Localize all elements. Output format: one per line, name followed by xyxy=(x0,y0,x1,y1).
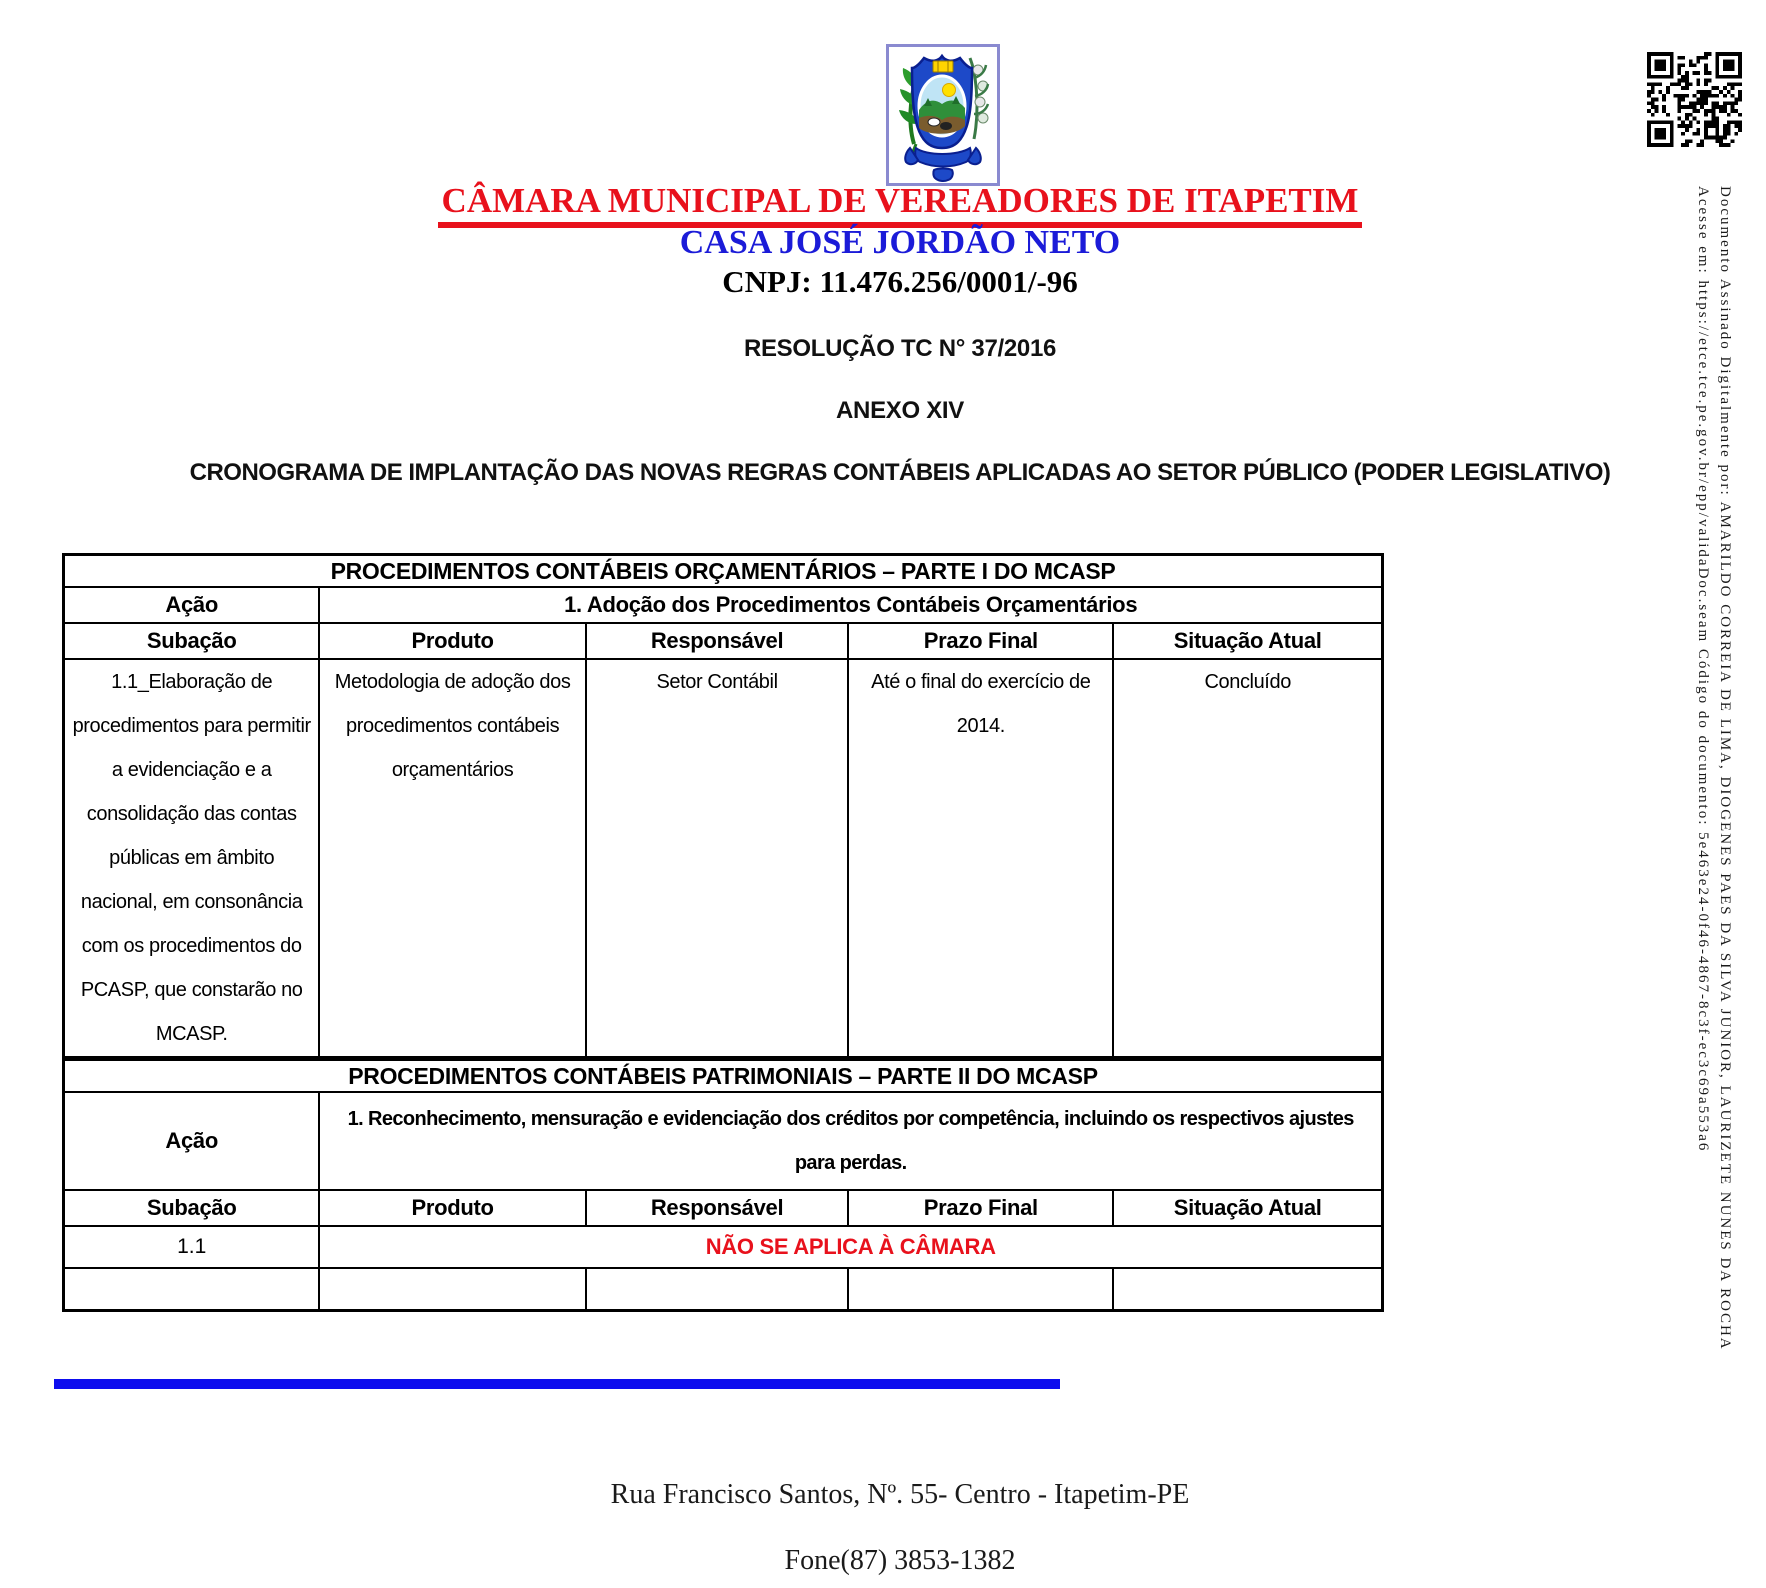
acao-label-cell: Ação xyxy=(62,586,321,624)
cell-situacao-atual: Concluído xyxy=(1112,658,1384,1059)
col-header-responsavel: Responsável xyxy=(584,622,850,660)
cell-subacao: 1.1_Elaboração de procedimentos para per… xyxy=(62,658,321,1059)
table-row: Ação 1. Reconhecimento, mensuração e evi… xyxy=(62,1091,1384,1191)
footer-phone: Fone(87) 3853-1382 xyxy=(784,1545,1016,1576)
table-row: Ação 1. Adoção dos Procedimentos Contábe… xyxy=(62,586,1384,624)
cell-prazo-final: Até o final do exercício de 2014. xyxy=(847,658,1115,1059)
table-row: PROCEDIMENTOS CONTÁBEIS PATRIMONIAIS – P… xyxy=(62,1058,1384,1093)
footer-address: Rua Francisco Santos, Nº. 55- Centro - I… xyxy=(610,1479,1190,1510)
table-row: PROCEDIMENTOS CONTÁBEIS ORÇAMENTÁRIOS – … xyxy=(62,553,1384,588)
acao-value-cell: 1. Adoção dos Procedimentos Contábeis Or… xyxy=(318,586,1384,624)
col-header-prazo-final: Prazo Final xyxy=(847,1189,1115,1227)
acao-label-cell: Ação xyxy=(62,1091,321,1191)
digital-signature-strip: Documento Assinado Digitalmente por: AMA… xyxy=(1692,186,1736,1576)
cell-nao-se-aplica: NÃO SE APLICA À CÂMARA xyxy=(318,1225,1384,1269)
col-header-situacao-atual: Situação Atual xyxy=(1112,1189,1384,1227)
empty-cell xyxy=(584,1267,850,1312)
signature-validation-line: Acesse em: https://etce.tce.pe.gov.br/ep… xyxy=(1695,186,1711,1153)
table-row: 1.1_Elaboração de procedimentos para per… xyxy=(62,658,1384,1059)
table-part2-mcasp: PROCEDIMENTOS CONTÁBEIS PATRIMONIAIS – P… xyxy=(62,1058,1384,1312)
org-name-title: CÂMARA MUNICIPAL DE VEREADORES DE ITAPET… xyxy=(62,181,1738,228)
col-header-subacao: Subação xyxy=(62,622,321,660)
col-header-produto: Produto xyxy=(318,622,587,660)
cell-subacao: 1.1 xyxy=(62,1225,321,1269)
house-name-title: CASA JOSÉ JORDÃO NETO xyxy=(679,224,1121,261)
annex-line: ANEXO XIV xyxy=(836,397,964,424)
table-part1-mcasp: PROCEDIMENTOS CONTÁBEIS ORÇAMENTÁRIOS – … xyxy=(62,553,1384,1059)
empty-cell xyxy=(318,1267,587,1312)
resolution-line: RESOLUÇÃO TC N° 37/2016 xyxy=(743,335,1057,362)
schedule-title: CRONOGRAMA DE IMPLANTAÇÃO DAS NOVAS REGR… xyxy=(189,459,1611,486)
table1-title-cell: PROCEDIMENTOS CONTÁBEIS ORÇAMENTÁRIOS – … xyxy=(62,553,1384,588)
col-header-prazo-final: Prazo Final xyxy=(847,622,1115,660)
footer: Rua Francisco Santos, Nº. 55- Centro - I… xyxy=(62,1462,1738,1588)
table-header-row: Subação Produto Responsável Prazo Final … xyxy=(62,622,1384,660)
footer-divider-line xyxy=(54,1379,1060,1389)
table-header-row: Subação Produto Responsável Prazo Final … xyxy=(62,1189,1384,1227)
municipal-crest-icon xyxy=(886,44,1000,186)
col-header-produto: Produto xyxy=(318,1189,587,1227)
table-row: 1.1 NÃO SE APLICA À CÂMARA xyxy=(62,1225,1384,1269)
col-header-responsavel: Responsável xyxy=(584,1189,850,1227)
table-row xyxy=(62,1267,1384,1312)
cell-produto: Metodologia de adoção dos procedimentos … xyxy=(318,658,587,1059)
cell-responsavel: Setor Contábil xyxy=(584,658,850,1059)
empty-cell xyxy=(847,1267,1115,1312)
table2-title-cell: PROCEDIMENTOS CONTÁBEIS PATRIMONIAIS – P… xyxy=(62,1058,1384,1093)
signature-line: Documento Assinado Digitalmente por: AMA… xyxy=(1717,186,1733,1351)
acao-value-cell: 1. Reconhecimento, mensuração e evidenci… xyxy=(318,1091,1384,1191)
col-header-situacao-atual: Situação Atual xyxy=(1112,622,1384,660)
qr-code xyxy=(1647,52,1742,147)
org-name-text: CÂMARA MUNICIPAL DE VEREADORES DE ITAPET… xyxy=(437,181,1363,228)
col-header-subacao: Subação xyxy=(62,1189,321,1227)
cnpj-line: CNPJ: 11.476.256/0001/-96 xyxy=(722,264,1078,299)
empty-cell xyxy=(1112,1267,1384,1312)
empty-cell xyxy=(62,1267,321,1312)
